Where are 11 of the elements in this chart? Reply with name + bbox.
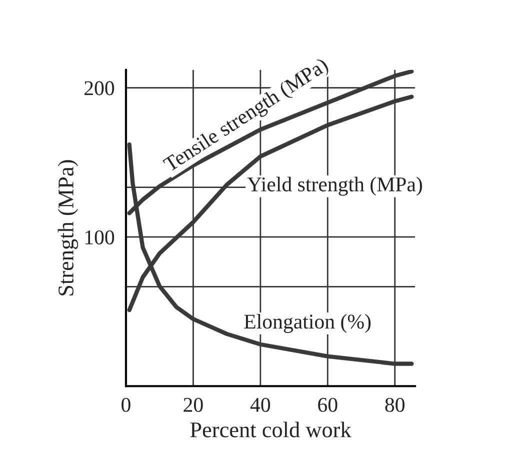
- x-tick-label: 20: [184, 398, 203, 412]
- x-tick-label: 40: [250, 398, 270, 412]
- series-label: Elongation (%): [244, 314, 371, 333]
- y-tick-label: 100: [85, 230, 114, 244]
- x-axis-title: Percent cold work: [190, 422, 352, 438]
- y-axis-title: Strength (MPa): [58, 160, 78, 296]
- x-tick-label: 60: [318, 398, 338, 412]
- series-label: Yield strength (MPa): [247, 176, 422, 196]
- x-tick-label: 0: [122, 398, 130, 412]
- y-tick-label: 200: [84, 81, 114, 96]
- x-tick-label: 80: [385, 398, 404, 412]
